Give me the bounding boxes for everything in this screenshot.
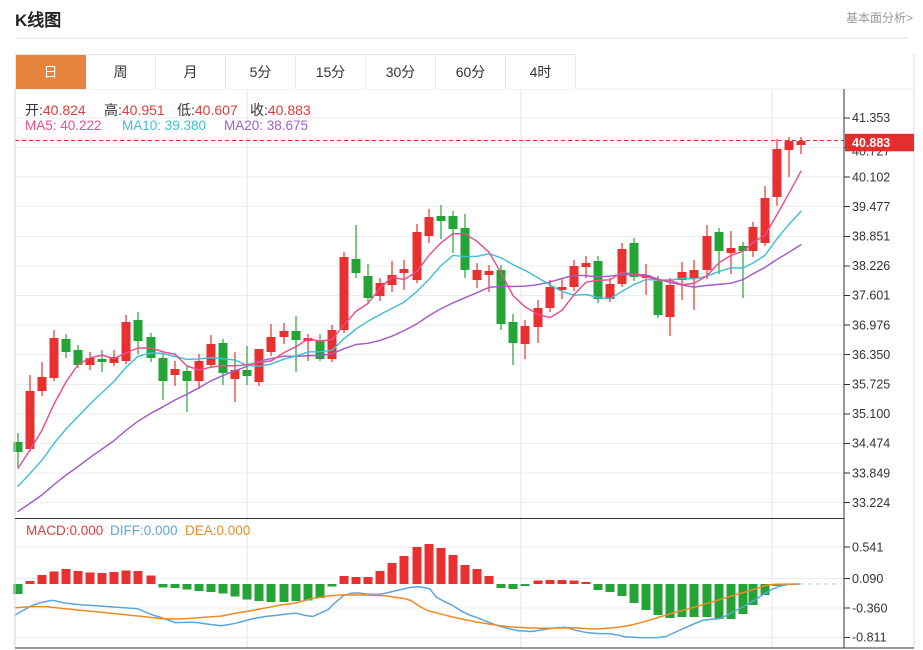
svg-text:37.601: 37.601 [852, 289, 890, 303]
svg-text:40.883: 40.883 [852, 136, 890, 150]
svg-text:40.102: 40.102 [852, 170, 890, 184]
svg-text:33.849: 33.849 [852, 466, 890, 480]
svg-text:39.477: 39.477 [852, 200, 890, 214]
svg-text:-0.811: -0.811 [852, 631, 887, 645]
svg-text:-0.360: -0.360 [852, 601, 887, 615]
svg-text:34.474: 34.474 [852, 437, 890, 451]
svg-text:0.541: 0.541 [852, 540, 883, 554]
svg-text:36.350: 36.350 [852, 348, 890, 362]
svg-text:35.725: 35.725 [852, 378, 890, 392]
svg-text:38.226: 38.226 [852, 259, 890, 273]
svg-text:36.976: 36.976 [852, 318, 890, 332]
svg-text:0.090: 0.090 [852, 572, 883, 586]
svg-text:38.851: 38.851 [852, 230, 890, 244]
svg-text:33.224: 33.224 [852, 496, 890, 510]
svg-text:35.100: 35.100 [852, 407, 890, 421]
svg-text:41.353: 41.353 [852, 111, 890, 125]
